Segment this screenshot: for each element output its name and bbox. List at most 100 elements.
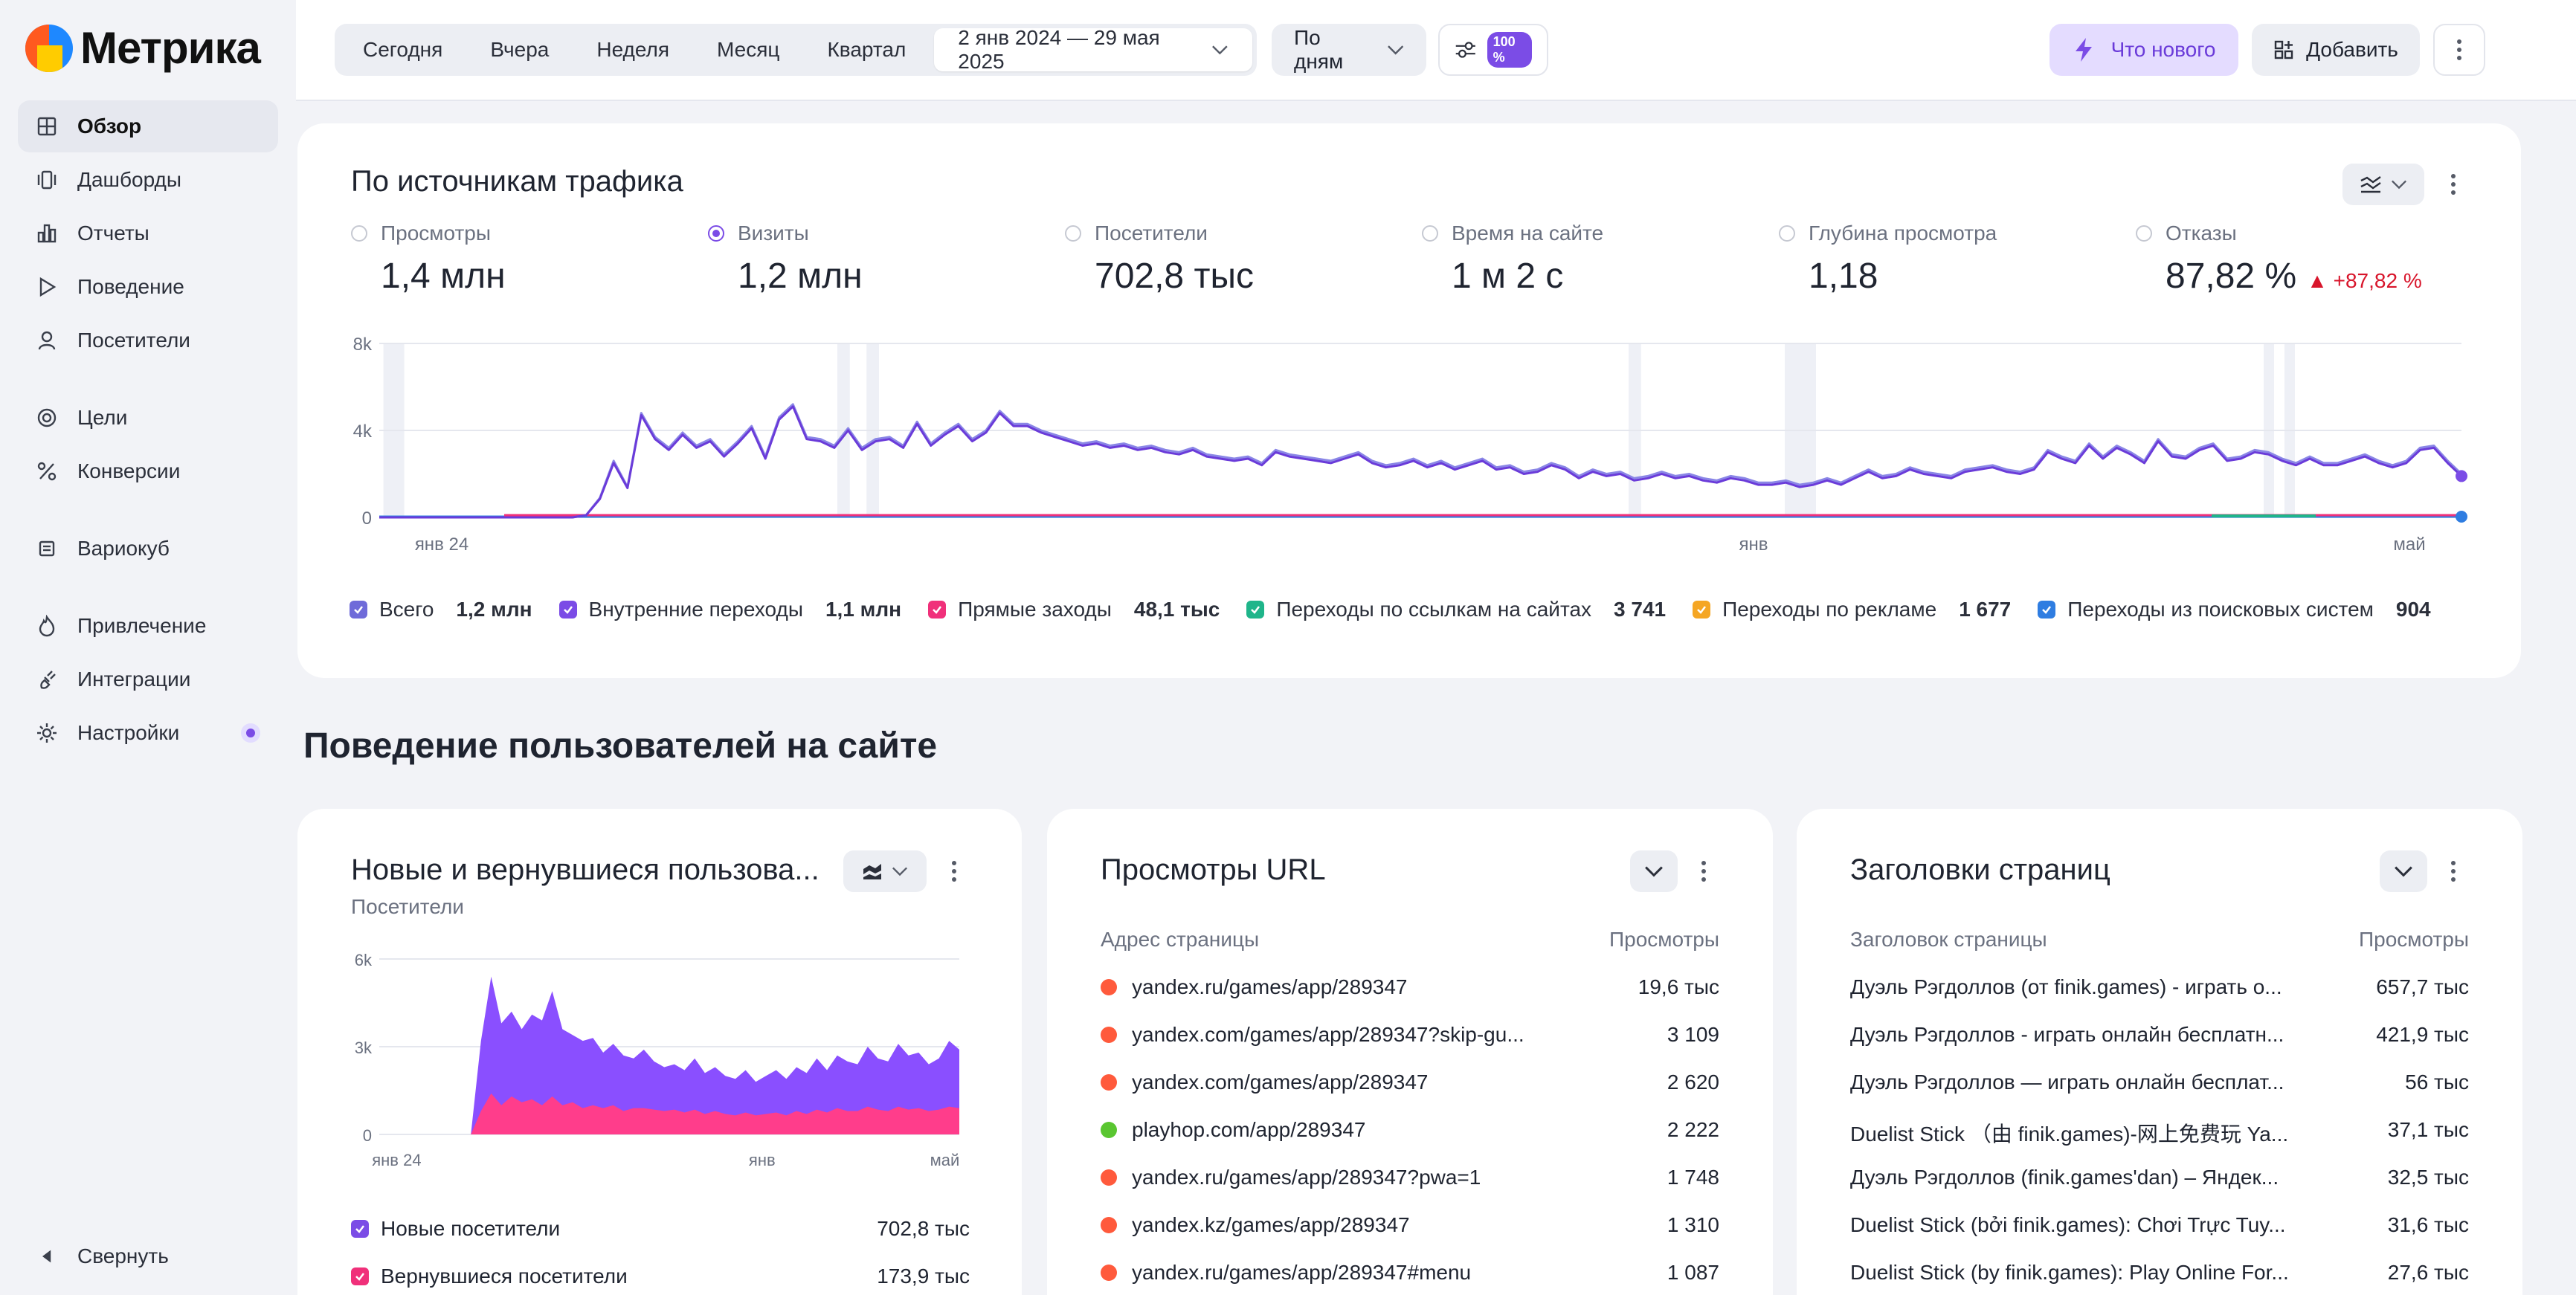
- chevron-down-icon: [1387, 45, 1403, 55]
- legend-item-ads[interactable]: Переходы по рекламе 1 677: [1693, 598, 2011, 621]
- sidebar-item-label: Настройки: [77, 721, 180, 744]
- card-menu-button[interactable]: [2442, 169, 2464, 199]
- table-row[interactable]: yandex.ru/games/app/289347#menu: [1101, 1261, 1547, 1285]
- period-today[interactable]: Сегодня: [363, 38, 443, 61]
- chart-type-dropdown[interactable]: [843, 850, 927, 892]
- metric-radio[interactable]: [351, 225, 367, 242]
- chevron-down-icon: [2392, 180, 2406, 190]
- period-week[interactable]: Неделя: [596, 38, 670, 61]
- sidebar-item-conversions[interactable]: Конверсии: [18, 445, 278, 497]
- page-title-cell: Дуэль Рэгдоллов (от finik.games) - играт…: [1850, 975, 2282, 998]
- table-row[interactable]: yandex.kz/games/app/289347: [1101, 1213, 1547, 1237]
- date-range-picker[interactable]: 2 янв 2024 — 29 мая 2025: [934, 26, 1252, 73]
- add-button[interactable]: Добавить: [2252, 24, 2420, 76]
- metric-radio-selected[interactable]: [708, 225, 724, 242]
- url-link[interactable]: yandex.ru/games/app/289347?pwa=1: [1132, 1166, 1481, 1189]
- legend-label: Новые посетители: [381, 1217, 561, 1240]
- sidebar-item-behavior[interactable]: Поведение: [18, 261, 278, 313]
- period-quarter[interactable]: Квартал: [827, 38, 907, 61]
- traffic-line-chart[interactable]: 0 4k 8k янв 24 янв май: [350, 327, 2491, 565]
- users-area-chart[interactable]: 0 3k 6k янв 24 янв май: [350, 944, 982, 1175]
- table-row[interactable]: Duelist Stick (bởi finik.games): Chơi Tr…: [1850, 1213, 2296, 1237]
- checkbox-checked-icon[interactable]: [928, 601, 947, 619]
- table-row[interactable]: yandex.com/games/app/289347?skip-gu...: [1101, 1023, 1547, 1047]
- metric-label: Просмотры: [381, 222, 491, 245]
- url-link[interactable]: playhop.com/app/289347: [1132, 1118, 1366, 1141]
- checkbox-checked-icon[interactable]: [351, 1267, 369, 1285]
- table-row[interactable]: yandex.ru/games/app/289347: [1101, 975, 1547, 999]
- caret-left-icon: [36, 1245, 58, 1267]
- table-row[interactable]: Duelist Stick (by finik.games): Play Onl…: [1850, 1261, 2296, 1285]
- y-tick-label: 0: [362, 508, 372, 529]
- legend-item-returning-visitors[interactable]: Вернувшиеся посетители 173,9 тыс: [351, 1264, 970, 1289]
- legend-label: Всего: [379, 598, 434, 621]
- legend-item-internal[interactable]: Внутренние переходы 1,1 млн: [558, 598, 901, 621]
- chart-type-dropdown[interactable]: [2342, 164, 2424, 205]
- whats-new-button[interactable]: Что нового: [2049, 24, 2238, 76]
- table-row[interactable]: Дуэль Рэгдоллов — играть онлайн бесплат.…: [1850, 1070, 2296, 1094]
- sampling-settings-button[interactable]: 100 %: [1438, 24, 1548, 76]
- card-subtitle: Посетители: [351, 895, 464, 918]
- sidebar-item-reports[interactable]: Отчеты: [18, 207, 278, 259]
- metric-visitors[interactable]: Посетители 702,8 тыс: [1065, 222, 1254, 297]
- card-menu-button[interactable]: [1693, 856, 1715, 886]
- collapse-card-button[interactable]: [2380, 850, 2427, 892]
- sidebar-item-dashboards[interactable]: Дашборды: [18, 154, 278, 206]
- table-row[interactable]: Дуэль Рэгдоллов - играть онлайн бесплатн…: [1850, 1023, 2296, 1047]
- period-yesterday[interactable]: Вчера: [490, 38, 550, 61]
- sidebar-item-settings[interactable]: Настройки: [18, 707, 278, 759]
- metric-visits[interactable]: Визиты 1,2 млн: [708, 222, 863, 297]
- url-link[interactable]: yandex.com/games/app/289347?skip-gu...: [1132, 1023, 1524, 1046]
- legend-item-search[interactable]: Переходы из поисковых систем 904: [2038, 598, 2431, 621]
- metric-radio[interactable]: [1779, 225, 1795, 242]
- sidebar-item-variocube[interactable]: Вариокуб: [18, 523, 278, 575]
- table-row[interactable]: Дуэль Рэгдоллов (от finik.games) - играт…: [1850, 975, 2296, 999]
- cube-icon: [36, 537, 58, 560]
- table-row[interactable]: yandex.com/games/app/289347: [1101, 1070, 1547, 1094]
- card-menu-button[interactable]: [2442, 856, 2464, 886]
- metric-pageviews[interactable]: Просмотры 1,4 млн: [351, 222, 506, 297]
- plug-icon: [36, 668, 58, 691]
- sidebar-item-visitors[interactable]: Посетители: [18, 314, 278, 366]
- sidebar-item-acquisition[interactable]: Привлечение: [18, 600, 278, 652]
- metric-radio[interactable]: [1065, 225, 1081, 242]
- more-menu-button[interactable]: [2433, 24, 2485, 76]
- legend-item-new-visitors[interactable]: Новые посетители 702,8 тыс: [351, 1216, 970, 1241]
- views-value: 421,9 тыс: [2376, 1023, 2469, 1046]
- period-month[interactable]: Месяц: [717, 38, 780, 61]
- metric-radio[interactable]: [2136, 225, 2152, 242]
- yandex-icon: [1101, 1265, 1117, 1281]
- checkbox-checked-icon[interactable]: [558, 601, 577, 619]
- card-menu-button[interactable]: [943, 856, 965, 886]
- url-link[interactable]: yandex.kz/games/app/289347: [1132, 1213, 1410, 1236]
- metric-bounce-rate[interactable]: Отказы 87,82 % ▲ +87,82 %: [2136, 222, 2422, 297]
- metric-page-depth[interactable]: Глубина просмотра 1,18: [1779, 222, 1997, 297]
- metric-time-on-site[interactable]: Время на сайте 1 м 2 с: [1422, 222, 1603, 297]
- collapse-card-button[interactable]: [1630, 850, 1678, 892]
- table-row[interactable]: yandex.ru/games/app/289347?pwa=1: [1101, 1166, 1547, 1189]
- collapse-sidebar-button[interactable]: Свернуть: [18, 1230, 278, 1282]
- table-row[interactable]: playhop.com/app/289347: [1101, 1118, 1547, 1142]
- checkbox-checked-icon[interactable]: [350, 601, 367, 619]
- checkbox-checked-icon[interactable]: [1693, 601, 1711, 619]
- sidebar-item-label: Цели: [77, 406, 128, 429]
- sidebar-item-overview[interactable]: Обзор: [18, 100, 278, 152]
- grouping-dropdown[interactable]: По дням: [1272, 24, 1426, 76]
- url-link[interactable]: yandex.ru/games/app/289347#menu: [1132, 1261, 1472, 1284]
- checkbox-checked-icon[interactable]: [351, 1220, 369, 1238]
- metric-radio[interactable]: [1422, 225, 1438, 242]
- logo[interactable]: Метрика: [25, 22, 261, 74]
- legend-item-links[interactable]: Переходы по ссылкам на сайтах 3 741: [1246, 598, 1666, 621]
- table-row[interactable]: Дуэль Рэгдоллов (finik.games'dan) – Янде…: [1850, 1166, 2296, 1189]
- legend-item-direct[interactable]: Прямые заходы 48,1 тыс: [928, 598, 1220, 621]
- legend-label: Переходы по рекламе: [1722, 598, 1937, 621]
- checkbox-checked-icon[interactable]: [2038, 601, 2056, 619]
- legend-value: 1 677: [1959, 598, 2012, 621]
- sidebar-item-goals[interactable]: Цели: [18, 392, 278, 444]
- url-link[interactable]: yandex.ru/games/app/289347: [1132, 975, 1408, 998]
- checkbox-checked-icon[interactable]: [1246, 601, 1265, 619]
- table-row[interactable]: Duelist Stick （由 finik.games)-网上免费玩 Ya..…: [1850, 1118, 2296, 1148]
- legend-item-total[interactable]: Всего 1,2 млн: [350, 598, 532, 621]
- sidebar-item-integrations[interactable]: Интеграции: [18, 653, 278, 705]
- url-link[interactable]: yandex.com/games/app/289347: [1132, 1070, 1429, 1094]
